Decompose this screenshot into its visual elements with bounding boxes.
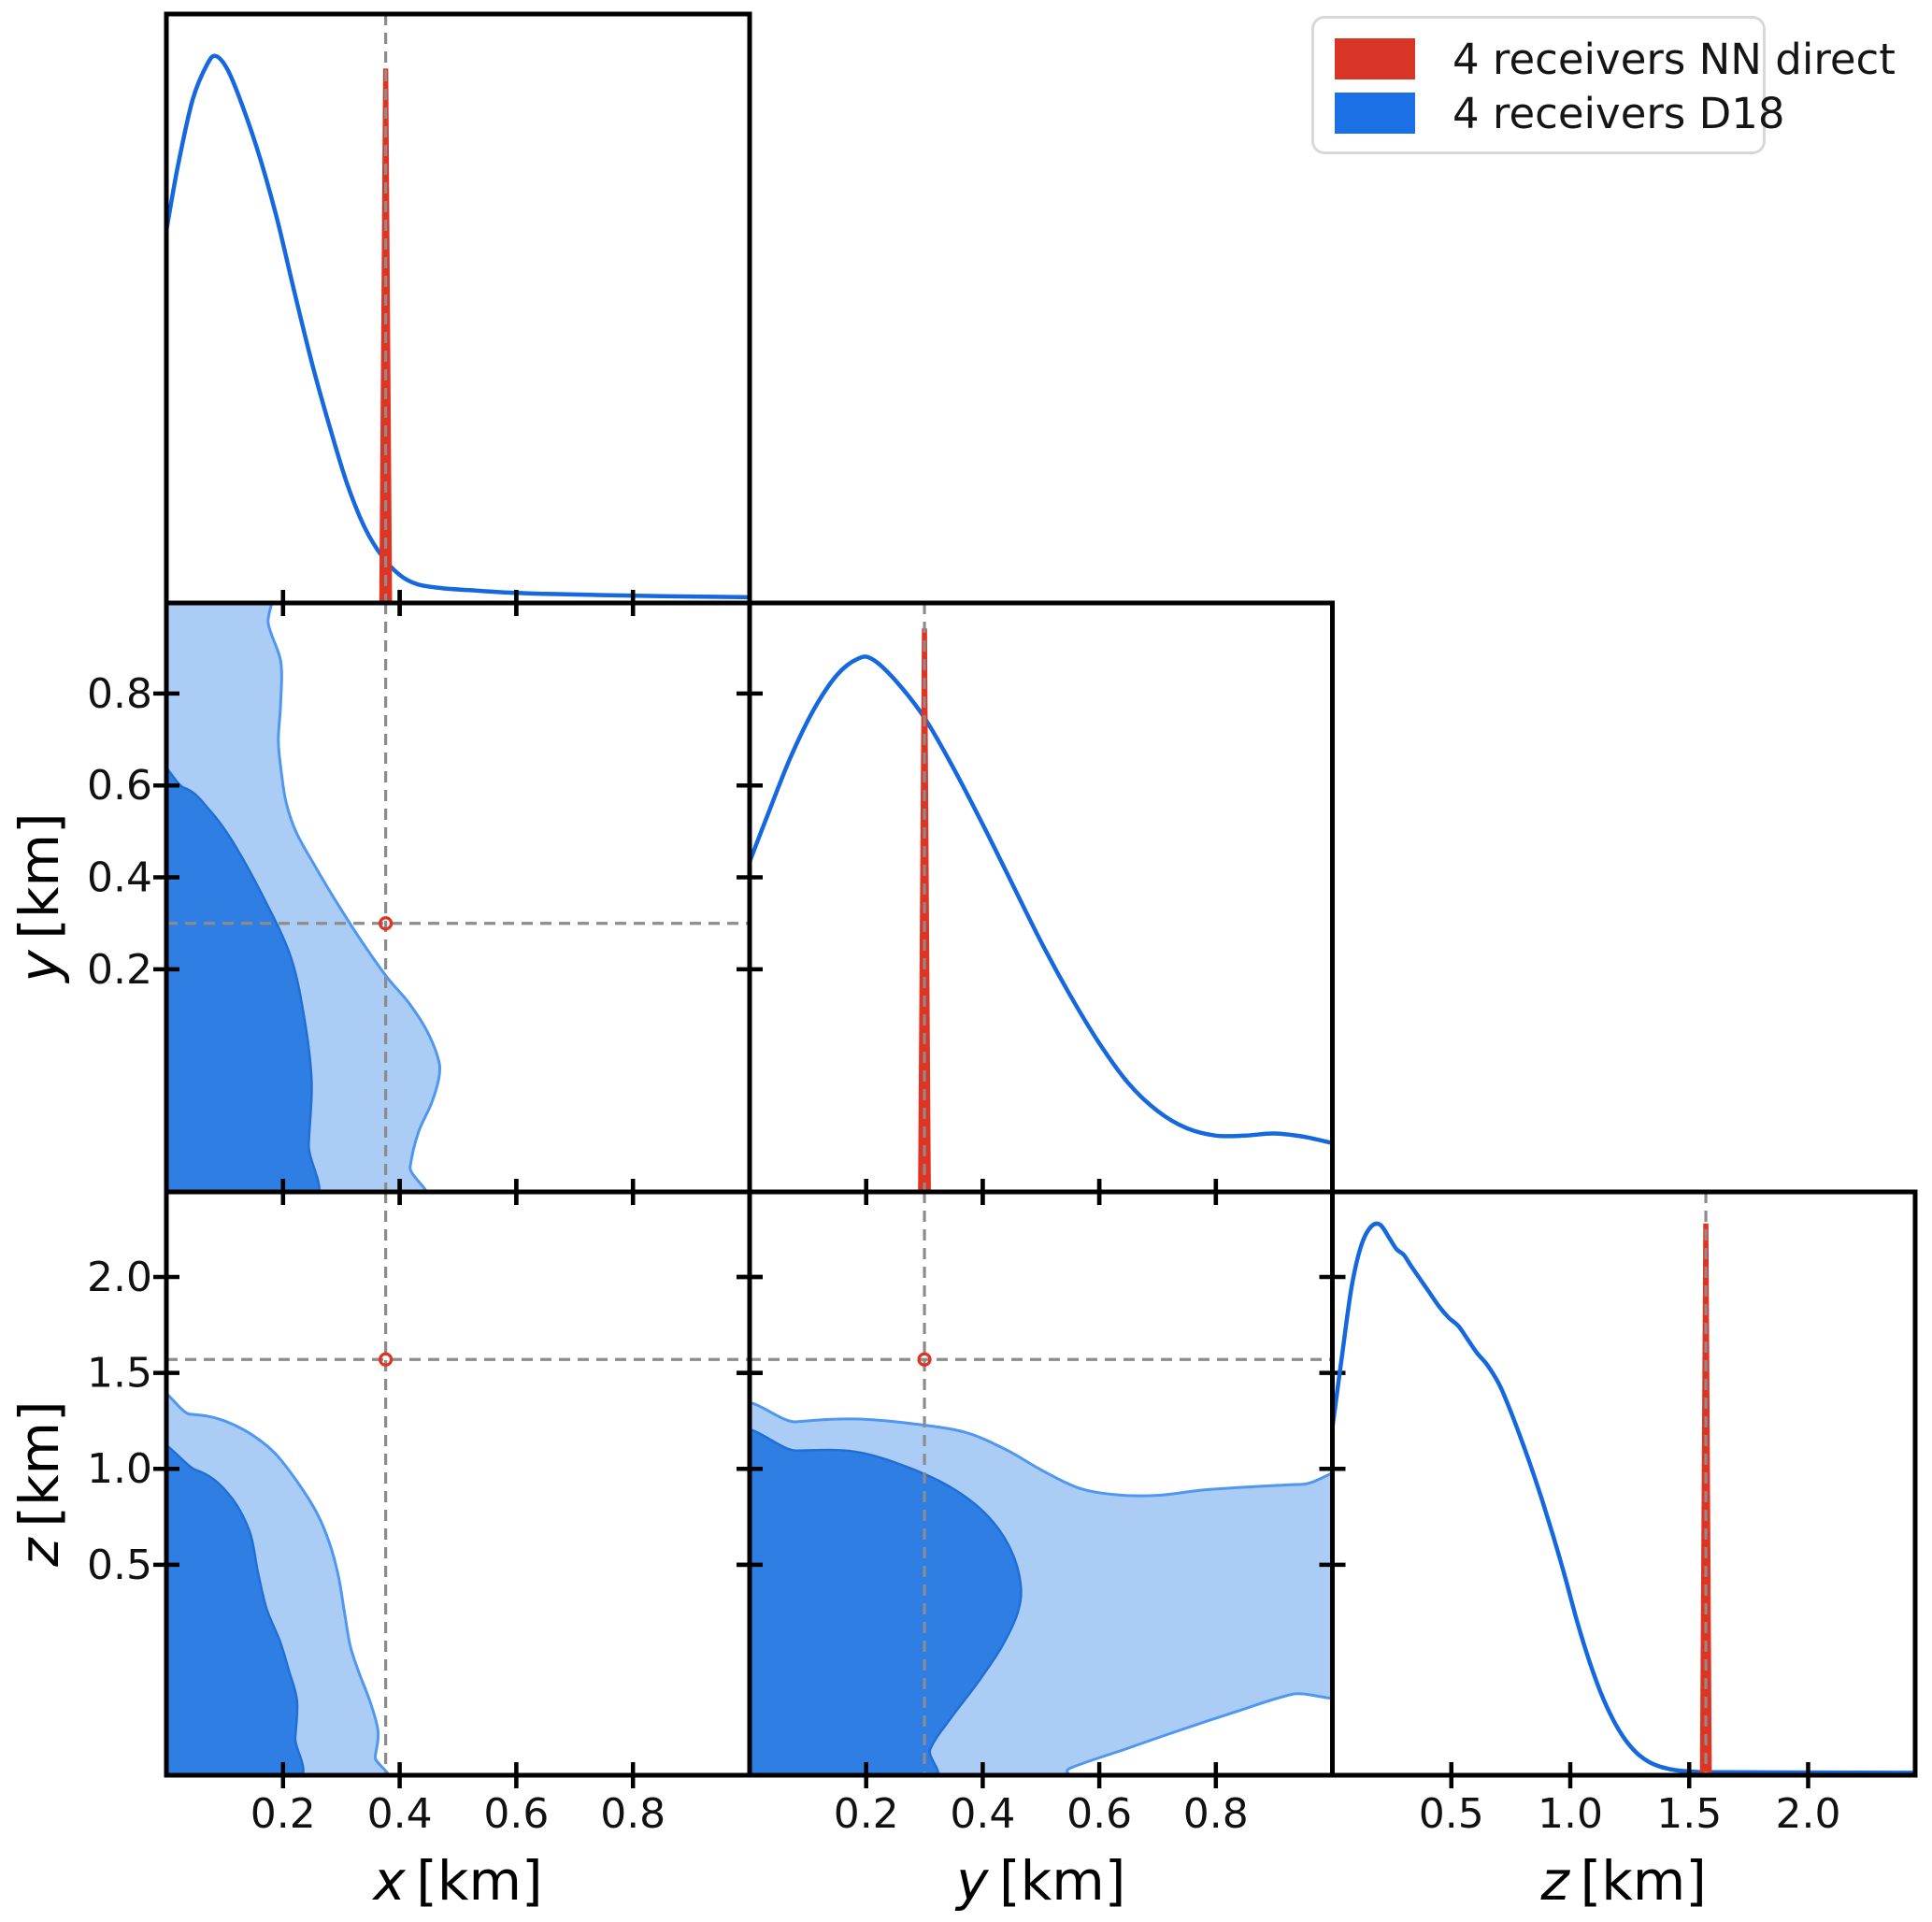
y-axis-label-left: y [km] <box>7 812 71 983</box>
y-marginal-d18-curve <box>750 654 1333 1146</box>
legend-swatch <box>1335 38 1415 79</box>
xz-2d-nn-direct-contour <box>379 1352 394 1367</box>
legend-swatch <box>1335 93 1415 134</box>
panel-y-marginal <box>747 600 1335 1205</box>
row_y-tick-label: 0.6 <box>87 762 152 810</box>
panel-z-marginal: 0.5 1.0 1.5 2.0 <box>1330 1189 1918 1838</box>
legend-item: 4 receivers NN direct <box>1335 32 1896 86</box>
panel-xz-2d: 0.2 0.4 0.6 0.8 0.5 1.0 1.5 2.0 <box>87 1179 763 1838</box>
row_z-tick-label: 1.0 <box>87 1445 152 1493</box>
y-axis-label: y [km] <box>954 1849 1125 1913</box>
panel-xz-2d-content <box>166 1192 750 1775</box>
yz-2d-nn-direct-contour <box>917 1352 932 1367</box>
xy-2d-nn-direct-contour <box>379 916 394 931</box>
z-tick-label: 0.5 <box>1419 1790 1484 1838</box>
z-axis-label: z [km] <box>1540 1849 1707 1913</box>
row_y-tick-label: 0.8 <box>87 670 152 718</box>
panel-x-marginal-content <box>166 14 750 603</box>
x-tick-label: 0.8 <box>600 1790 665 1838</box>
x-tick-label: 0.6 <box>483 1790 549 1838</box>
panel-xy-2d-content <box>166 603 750 1192</box>
z-axis-label-left: z [km] <box>7 1400 71 1567</box>
legend-label: 4 receivers NN direct <box>1453 34 1896 84</box>
row_y-tick-label: 0.4 <box>87 854 152 902</box>
y-tick-label: 0.4 <box>950 1790 1015 1838</box>
x-axis-label: x [km] <box>371 1849 542 1913</box>
y-tick-label: 0.2 <box>834 1790 899 1838</box>
xz-2d-inner-contour <box>166 1443 305 1775</box>
panel-yz-2d-content <box>750 1192 1333 1775</box>
z-marginal-frame <box>1330 1189 1918 1778</box>
row_z-tick-label: 2.0 <box>87 1254 152 1301</box>
row_y-tick-label: 0.2 <box>87 946 152 994</box>
row_z-tick-label: 1.5 <box>87 1350 152 1398</box>
panel-z-marginal-content <box>1332 1192 1915 1775</box>
x-tick-label: 0.2 <box>250 1790 316 1838</box>
row_z-tick-label: 0.5 <box>87 1542 152 1589</box>
xy-2d-inner-contour <box>166 765 322 1192</box>
z-tick-label: 2.0 <box>1775 1790 1840 1838</box>
panel-xy-2d: 0.2 0.4 0.6 0.8 <box>87 590 763 1205</box>
yz-2d-inner-contour <box>750 1427 1023 1775</box>
z-marginal-d18-curve <box>1332 1221 1915 1775</box>
y-tick-label: 0.8 <box>1183 1790 1249 1838</box>
legend-label: 4 receivers D18 <box>1453 88 1785 138</box>
x-tick-label: 0.4 <box>367 1790 433 1838</box>
z-tick-label: 1.0 <box>1538 1790 1603 1838</box>
y-tick-label: 0.6 <box>1066 1790 1132 1838</box>
x-marginal-d18-curve <box>166 53 750 600</box>
z-tick-label: 1.5 <box>1656 1790 1722 1838</box>
panel-yz-2d: 0.2 0.4 0.6 0.8 <box>737 1179 1346 1838</box>
legend: 4 receivers NN direct 4 receivers D18 <box>1311 16 1896 154</box>
legend-item: 4 receivers D18 <box>1335 86 1785 140</box>
